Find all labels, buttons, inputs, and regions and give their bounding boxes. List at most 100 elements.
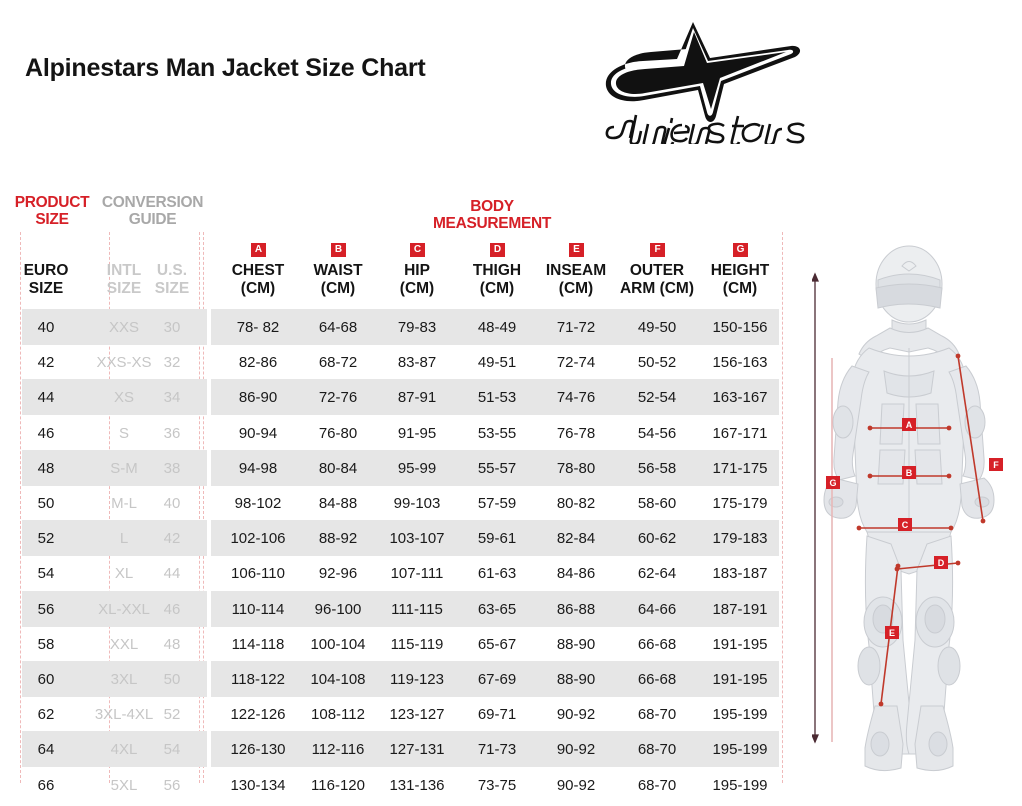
cell-outer: 64-66: [637, 600, 677, 618]
cell-thigh: 55-57: [477, 459, 517, 477]
cell-thigh: 57-59: [477, 495, 517, 512]
cell-height: 167-171: [712, 424, 768, 442]
cell-euro: 42: [37, 354, 55, 372]
cell-chest: 130-134: [230, 776, 286, 794]
cell-height: 150-156: [712, 319, 768, 336]
cell-inseam: 90-92: [556, 706, 596, 724]
cell-thigh: 71-73: [477, 741, 517, 759]
cell-hip: 123-127: [389, 706, 445, 724]
cell-euro: 58: [37, 635, 55, 653]
svg-text:G: G: [829, 478, 836, 488]
cell-outer: 68-70: [637, 706, 677, 724]
cell-chest: 78- 82: [236, 319, 280, 336]
cell-intl: XXS-XS: [96, 354, 152, 372]
column-header-height-line1: HEIGHT: [710, 262, 770, 279]
cell-chest: 122-126: [230, 706, 286, 724]
cell-height: 175-179: [712, 495, 768, 512]
column-header-thigh: THIGH (CM): [437, 262, 557, 298]
cell-waist: 92-96: [318, 565, 358, 583]
cell-inseam: 82-84: [556, 530, 596, 548]
cell-outer: 52-54: [637, 389, 677, 407]
cell-inseam: 72-74: [556, 354, 596, 372]
column-header-euro-line2: SIZE: [28, 280, 64, 297]
cell-chest: 114-118: [231, 635, 285, 653]
cell-euro: 50: [37, 495, 55, 512]
cell-euro: 40: [37, 319, 55, 336]
cell-euro: 60: [37, 671, 55, 688]
cell-intl: XS: [113, 389, 134, 407]
column-header-intl-line1: INTL: [106, 262, 142, 279]
row-band: [211, 379, 779, 416]
cell-height: 191-195: [712, 635, 768, 653]
column-header-outer-line1: OUTER: [629, 262, 685, 279]
cell-inseam: 90-92: [556, 741, 596, 759]
cell-hip: 95-99: [397, 459, 437, 477]
cell-us: 32: [163, 354, 181, 372]
cell-thigh: 51-53: [477, 389, 517, 407]
cell-euro: 52: [37, 530, 55, 548]
cell-hip: 127-131: [389, 741, 445, 759]
group-heading-conversion-guide: CONVERSION GUIDE: [96, 194, 209, 228]
row-band: [22, 520, 207, 557]
group-heading-product-line2: SIZE: [35, 211, 69, 228]
cell-hip: 83-87: [397, 354, 437, 372]
cell-hip: 107-111: [390, 565, 444, 583]
column-header-euro-line1: EURO: [23, 262, 69, 279]
group-heading-body-line2: MEASUREMENT: [432, 215, 552, 232]
column-header-waist-line1: WAIST: [313, 262, 363, 279]
rider-measurement-diagram: A B C D E F G: [812, 236, 1022, 781]
cell-hip: 115-119: [390, 635, 444, 653]
cell-waist: 72-76: [318, 389, 358, 407]
cell-thigh: 49-51: [477, 354, 517, 372]
svg-text:D: D: [938, 558, 945, 568]
row-band: [211, 520, 779, 557]
cell-outer: 58-60: [637, 495, 677, 512]
row-band: [22, 449, 207, 486]
cell-waist: 64-68: [318, 319, 358, 336]
row-band: [211, 661, 779, 697]
cell-waist: 104-108: [310, 671, 366, 688]
measurement-badge-b: B: [331, 243, 346, 257]
cell-us: 36: [163, 424, 181, 442]
cell-thigh: 73-75: [477, 776, 517, 794]
cell-us: 52: [163, 706, 181, 724]
column-header-outer-line2: ARM (CM): [619, 280, 695, 297]
cell-intl: 3XL-4XL: [94, 706, 154, 724]
cell-us: 30: [163, 319, 181, 336]
cell-inseam: 88-90: [556, 635, 596, 653]
measurement-badge-a: A: [251, 243, 266, 257]
cell-thigh: 65-67: [477, 635, 517, 653]
cell-intl: XXL: [109, 635, 139, 653]
row-band: [22, 379, 207, 416]
measurement-badge-g: G: [733, 243, 748, 257]
cell-hip: 87-91: [397, 389, 437, 407]
cell-waist: 76-80: [318, 424, 358, 442]
cell-us: 42: [163, 530, 181, 548]
column-header-chest-line1: CHEST: [231, 262, 285, 279]
column-header-hip-line1: HIP: [404, 262, 430, 279]
cell-outer: 62-64: [637, 565, 677, 583]
column-header-us: U.S. SIZE: [112, 262, 232, 298]
cell-us: 34: [163, 389, 181, 407]
cell-intl: L: [119, 530, 129, 548]
cell-height: 195-199: [712, 706, 768, 724]
cell-hip: 79-83: [397, 319, 437, 336]
cell-hip: 111-115: [391, 600, 443, 618]
column-header-intl: INTL SIZE: [64, 262, 184, 298]
column-header-intl-line2: SIZE: [106, 280, 142, 297]
cell-euro: 46: [37, 424, 55, 442]
group-heading-body-measurement: BODY MEASUREMENT: [203, 198, 781, 232]
cell-chest: 102-106: [230, 530, 286, 548]
cell-waist: 112-116: [311, 741, 365, 759]
group-heading-body-line1: BODY: [470, 198, 514, 215]
cell-outer: 66-68: [637, 635, 677, 653]
cell-waist: 80-84: [318, 459, 358, 477]
cell-euro: 44: [37, 389, 55, 407]
cell-chest: 82-86: [238, 354, 278, 372]
cell-inseam: 78-80: [556, 459, 596, 477]
column-header-waist: WAIST (CM): [278, 262, 398, 298]
cell-height: 156-163: [712, 354, 768, 372]
svg-text:E: E: [889, 628, 895, 638]
cell-hip: 103-107: [389, 530, 445, 548]
cell-waist: 88-92: [318, 530, 358, 548]
